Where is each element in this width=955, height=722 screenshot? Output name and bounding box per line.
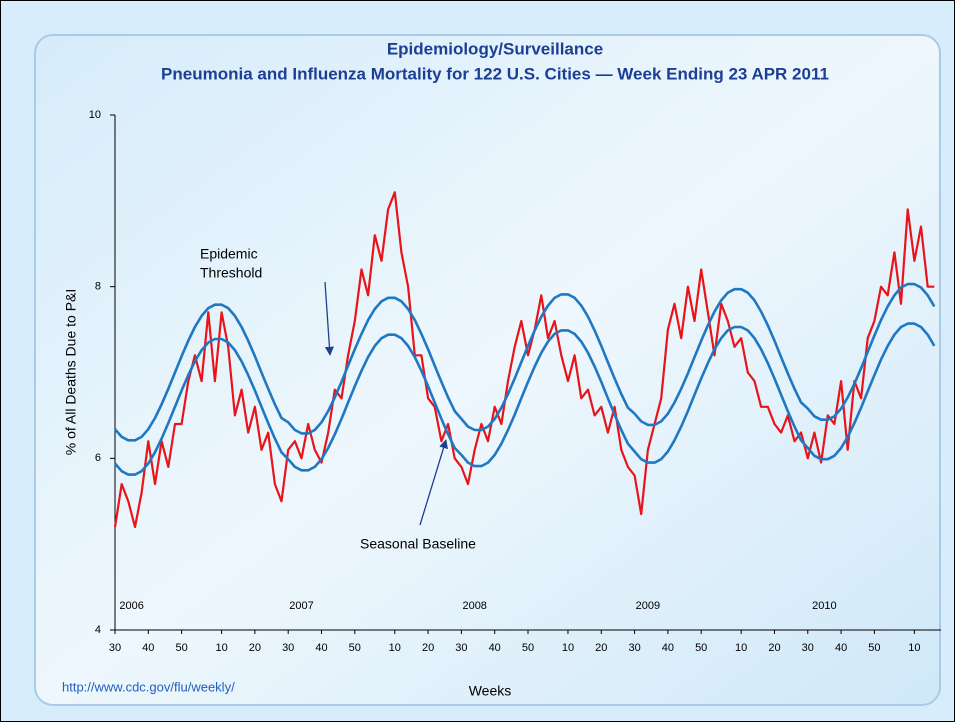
x-tick-label: 20	[249, 642, 261, 654]
threshold-arrow	[324, 281, 334, 356]
panel	[34, 34, 941, 706]
x-tick-label: 30	[628, 642, 640, 654]
x-tick-label: 50	[695, 642, 707, 654]
chart-subtitle: Pneumonia and Influenza Mortality for 12…	[161, 64, 829, 83]
x-tick-label: 40	[489, 642, 501, 654]
x-tick-label: 10	[562, 642, 574, 654]
x-tick-label: 20	[768, 642, 780, 654]
x-tick-label: 50	[175, 642, 187, 654]
y-tick-label: 8	[95, 281, 101, 293]
x-tick-label: 20	[595, 642, 607, 654]
x-tick-label: 50	[868, 642, 880, 654]
x-tick-label: 30	[802, 642, 814, 654]
x-tick-label: 40	[142, 642, 154, 654]
x-tick-label: 40	[835, 642, 847, 654]
series-line	[113, 191, 935, 529]
x-axis-label: Weeks	[469, 683, 512, 699]
baseline-arrow	[419, 439, 448, 526]
y-tick-label: 4	[95, 624, 101, 636]
x-tick-label: 10	[735, 642, 747, 654]
x-tick-label: 30	[455, 642, 467, 654]
year-label: 2007	[289, 600, 313, 612]
series-line	[114, 282, 936, 442]
x-tick-label: 40	[662, 642, 674, 654]
year-label: 2006	[119, 600, 143, 612]
year-label: 2008	[462, 600, 486, 612]
y-tick-label: 6	[95, 452, 101, 464]
annotation: Threshold	[200, 265, 262, 281]
x-tick-label: 30	[282, 642, 294, 654]
y-axis-label: % of All Deaths Due to P&I	[63, 289, 79, 456]
source-url: http://www.cdc.gov/flu/weekly/	[62, 679, 235, 694]
year-label: 2010	[812, 600, 836, 612]
x-tick-label: 50	[522, 642, 534, 654]
annotation: Epidemic	[200, 246, 258, 262]
x-tick-label: 10	[215, 642, 227, 654]
x-tick-label: 30	[109, 642, 121, 654]
series-line	[114, 322, 936, 476]
x-tick-label: 40	[315, 642, 327, 654]
x-tick-label: 20	[422, 642, 434, 654]
x-tick-label: 50	[349, 642, 361, 654]
y-tick-label: 10	[89, 109, 101, 121]
annotation: Seasonal Baseline	[360, 536, 476, 552]
x-tick-label: 10	[908, 642, 920, 654]
chart-title: Epidemiology/Surveillance	[387, 39, 603, 58]
year-label: 2009	[636, 600, 660, 612]
x-tick-label: 10	[389, 642, 401, 654]
